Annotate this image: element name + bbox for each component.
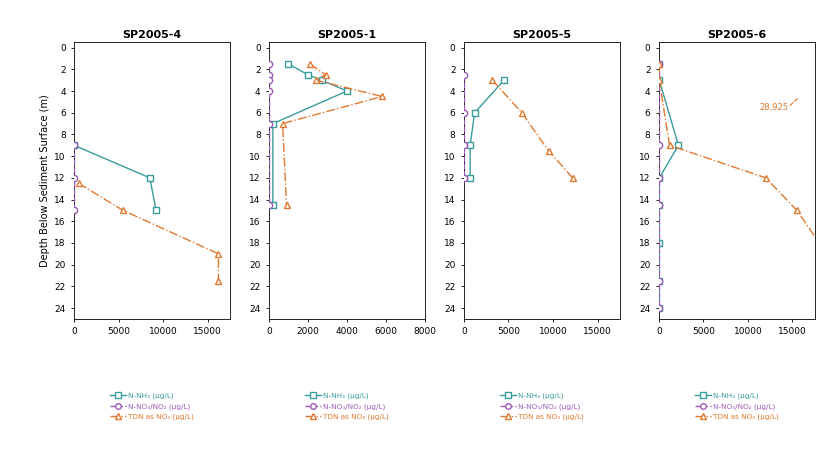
- Legend: N-NH₃ (µg/L), N-NO₃/NO₂ (µg/L), TDN as NO₃ (µg/L): N-NH₃ (µg/L), N-NO₃/NO₂ (µg/L), TDN as N…: [109, 392, 195, 421]
- Text: 28,925: 28,925: [759, 103, 788, 112]
- Title: SP2005-1: SP2005-1: [318, 30, 376, 40]
- Legend: N-NH₃ (µg/L), N-NO₃/NO₂ (µg/L), TDN as NO₃ (µg/L): N-NH₃ (µg/L), N-NO₃/NO₂ (µg/L), TDN as N…: [305, 392, 389, 421]
- Legend: N-NH₃ (µg/L), N-NO₃/NO₂ (µg/L), TDN as NO₃ (µg/L): N-NH₃ (µg/L), N-NO₃/NO₂ (µg/L), TDN as N…: [694, 392, 779, 421]
- Y-axis label: Depth Below Sediment Surface (m): Depth Below Sediment Surface (m): [40, 94, 50, 267]
- Title: SP2005-4: SP2005-4: [123, 30, 182, 40]
- Title: SP2005-6: SP2005-6: [707, 30, 766, 40]
- Legend: N-NH₃ (µg/L), N-NO₃/NO₂ (µg/L), TDN as NO₃ (µg/L): N-NH₃ (µg/L), N-NO₃/NO₂ (µg/L), TDN as N…: [500, 392, 584, 421]
- Title: SP2005-5: SP2005-5: [513, 30, 571, 40]
